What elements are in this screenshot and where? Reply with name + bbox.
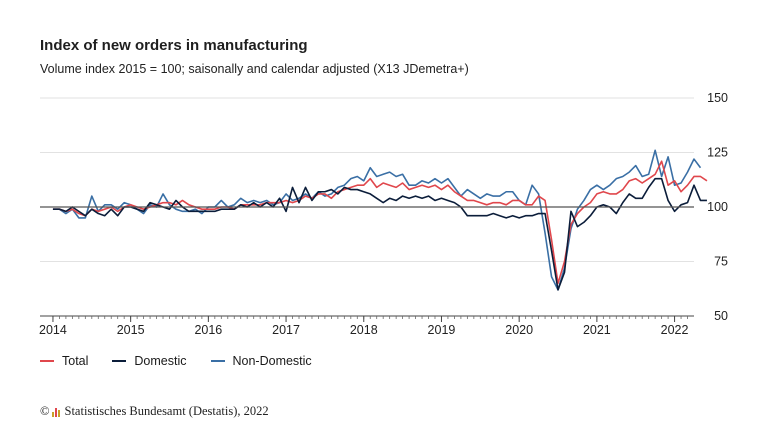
- grid-lines: [40, 97, 694, 317]
- legend-swatch-total: [40, 360, 54, 362]
- legend-item-non-domestic: Non-Domestic: [210, 354, 312, 368]
- chart-title: Index of new orders in manufacturing: [40, 37, 308, 54]
- series-line-total: [52, 160, 708, 285]
- chart-subtitle: Volume index 2015 = 100; saisonally and …: [40, 62, 469, 76]
- legend-item-total: Total: [40, 354, 88, 368]
- x-axis-ticks: 2014 2015 2016 2017 2018 2019 2020 2021 2022: [39, 316, 689, 337]
- legend-label-total: Total: [62, 354, 89, 368]
- x-tick-label-2015: 2015: [117, 323, 145, 337]
- x-tick-label-2021: 2021: [583, 323, 611, 337]
- series-lines: [40, 149, 708, 291]
- y-tick-label-150: 150: [707, 91, 728, 105]
- x-tick-label-2022: 2022: [661, 323, 689, 337]
- series-line-non-domestic: [52, 149, 702, 291]
- y-tick-label-125: 125: [707, 146, 728, 160]
- legend-swatch-non-domestic: [210, 360, 225, 362]
- legend-label-domestic: Domestic: [134, 354, 187, 368]
- legend-swatch-domestic: [112, 360, 127, 362]
- legend: Total Domestic Non-Domestic: [40, 354, 336, 368]
- series-line-domestic: [52, 177, 707, 291]
- y-tick-label-100: 100: [707, 200, 728, 214]
- y-tick-label-75: 75: [714, 255, 728, 269]
- y-tick-label-50: 50: [714, 309, 728, 323]
- copyright-symbol: ©: [40, 404, 50, 418]
- legend-item-domestic: Domestic: [112, 354, 187, 368]
- x-tick-label-2019: 2019: [428, 323, 456, 337]
- x-tick-label-2014: 2014: [39, 323, 67, 337]
- x-tick-label-2017: 2017: [272, 323, 300, 337]
- destatis-logo-icon: [51, 407, 61, 417]
- legend-label-non-domestic: Non-Domestic: [232, 354, 312, 368]
- x-tick-label-2018: 2018: [350, 323, 378, 337]
- source-text: Statistisches Bundesamt (Destatis), 2022: [64, 404, 269, 418]
- source-footer: © Statistisches Bundesamt (Destatis), 20…: [40, 404, 269, 419]
- y-axis-ticks: 50 75 100 125 150: [707, 91, 728, 323]
- x-tick-label-2016: 2016: [194, 323, 222, 337]
- x-tick-label-2020: 2020: [505, 323, 533, 337]
